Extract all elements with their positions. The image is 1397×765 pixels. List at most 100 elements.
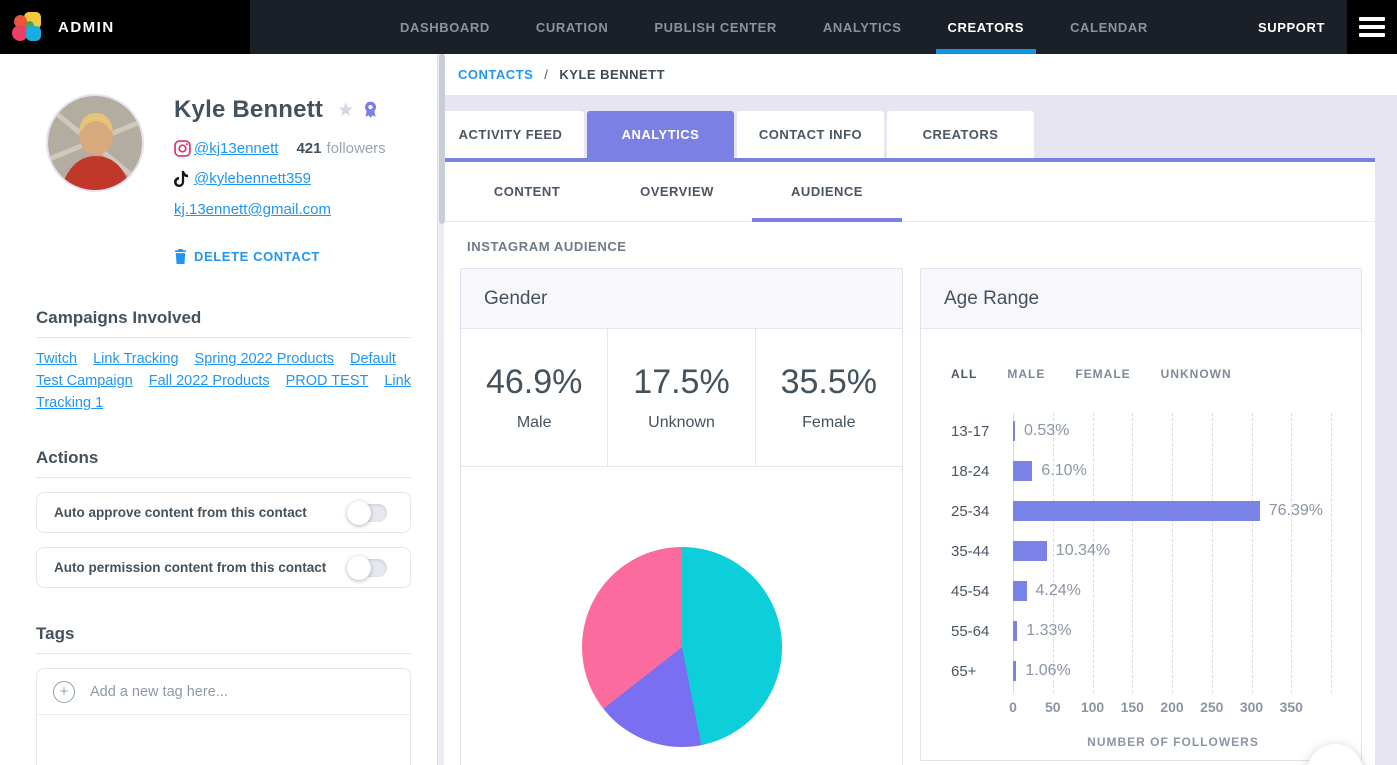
age-category-label: 18-24 xyxy=(951,462,990,480)
gridline-350 xyxy=(1291,413,1293,693)
toggle-switch-1[interactable] xyxy=(347,500,387,525)
instagram-handle-link[interactable]: @kj13ennett xyxy=(194,140,279,157)
nav-item-support[interactable]: SUPPORT xyxy=(1257,19,1325,35)
bar-value-label: 10.34% xyxy=(1055,542,1111,559)
delete-contact-button[interactable]: DELETE CONTACT xyxy=(174,249,386,264)
age-rows: 13-17 0.53% 18-24 6.10% 25-34 76.39% 35-44 10.3… xyxy=(951,411,1333,691)
age-row-35-44: 35-44 10.34% xyxy=(951,531,1333,571)
subtab-audience[interactable]: AUDIENCE xyxy=(752,162,902,222)
bar-value-label: 76.39% xyxy=(1268,502,1323,519)
age-row-25-34: 25-34 76.39% xyxy=(951,491,1333,531)
bar-35-44[interactable] xyxy=(1013,541,1047,561)
contact-name: Kyle Bennett xyxy=(174,96,324,123)
age-row-18-24: 18-24 6.10% xyxy=(951,451,1333,491)
bar-25-34[interactable] xyxy=(1013,501,1260,521)
brand-logo-block[interactable]: ADMIN xyxy=(0,0,250,54)
add-tag-input[interactable]: + Add a new tag here... xyxy=(37,669,410,715)
breadcrumb-contacts-link[interactable]: CONTACTS xyxy=(458,67,534,82)
nav-item-curation[interactable]: CURATION xyxy=(535,19,609,35)
hamburger-menu-icon[interactable] xyxy=(1347,0,1397,54)
gender-stat-value: 35.5% xyxy=(780,363,878,401)
toggle-switch-2[interactable] xyxy=(347,555,387,580)
contact-sidebar: Kyle Bennett ★ @kj13ennett 421 followers… xyxy=(0,54,437,765)
toggle-card-auto-permission-content-from-this-contact: Auto permission content from this contac… xyxy=(36,547,411,588)
x-axis-ticks: 0 50 100 150 200 250 300 350 xyxy=(1009,699,1331,721)
breadcrumb: CONTACTS / KYLE BENNETT xyxy=(437,54,1397,95)
age-row-13-17: 13-17 0.53% xyxy=(951,411,1333,451)
age-filter-all[interactable]: ALL xyxy=(951,367,978,381)
x-tick-0: 0 xyxy=(1009,699,1017,715)
brand-name: ADMIN xyxy=(58,18,115,36)
tab-analytics[interactable]: ANALYTICS xyxy=(587,111,734,158)
bar-value-label: 6.10% xyxy=(1041,462,1087,479)
bar-value-label: 1.06% xyxy=(1025,662,1071,679)
tab-creators[interactable]: CREATORS xyxy=(887,111,1034,158)
campaign-links: Twitch Link Tracking Spring 2022 Products D… xyxy=(36,348,411,414)
gender-card: Gender 46.9% Male 17.5% Unknown 35.5% Female xyxy=(460,268,903,765)
nav-items: DASHBOARD CURATION PUBLISH CENTER ANALYTICS… xyxy=(388,0,1182,54)
gridline-200 xyxy=(1172,413,1173,693)
badge-medal-icon xyxy=(362,101,379,119)
tags-empty-area xyxy=(37,715,410,765)
campaign-link-twitch[interactable]: Twitch xyxy=(36,351,78,367)
campaigns-section: Campaigns Involved Twitch Link Tracking Sp… xyxy=(36,308,411,414)
tab-contact-info[interactable]: CONTACT INFO xyxy=(737,111,884,158)
analytics-subtabs: CONTENT OVERVIEW AUDIENCE xyxy=(437,162,1375,222)
action-toggles: Auto approve content from this contact Au… xyxy=(36,492,411,588)
campaign-link-fall-2022-products[interactable]: Fall 2022 Products xyxy=(148,373,270,389)
bar-18-24[interactable] xyxy=(1013,461,1033,481)
campaign-link-default-test-campaign[interactable]: Default Test Campaign xyxy=(36,351,396,389)
sidebar-scrollbar[interactable] xyxy=(437,54,445,765)
chat-launcher-button[interactable] xyxy=(1307,744,1363,765)
x-tick-300: 300 xyxy=(1239,699,1264,715)
nav-item-creators[interactable]: CREATORS xyxy=(935,0,1037,54)
nav-item-dashboard[interactable]: DASHBOARD xyxy=(400,19,490,35)
age-row-55-64: 55-64 1.33% xyxy=(951,611,1333,651)
nav-item-analytics[interactable]: ANALYTICS xyxy=(822,19,902,35)
add-tag-plus-icon[interactable]: + xyxy=(53,680,75,703)
x-tick-150: 150 xyxy=(1120,699,1144,715)
x-tick-50: 50 xyxy=(1044,699,1061,715)
campaign-link-spring-2022-products[interactable]: Spring 2022 Products xyxy=(194,351,334,367)
tiktok-handle-link[interactable]: @kylebennett359 xyxy=(194,170,311,187)
x-tick-100: 100 xyxy=(1080,699,1105,715)
tab-activity-feed[interactable]: ACTIVITY FEED xyxy=(437,111,584,158)
age-category-label: 25-34 xyxy=(951,502,990,520)
toggle-label: Auto permission content from this contac… xyxy=(54,560,327,575)
bar-track: 76.39% xyxy=(1013,501,1333,521)
tiktok-icon xyxy=(174,170,194,187)
bar-track: 1.33% xyxy=(1013,621,1333,641)
gender-stat-unknown: 17.5% Unknown xyxy=(607,329,754,466)
age-filter-female[interactable]: FEMALE xyxy=(1075,367,1131,381)
bar-45-54[interactable] xyxy=(1013,581,1027,601)
bar-55-64[interactable] xyxy=(1013,621,1018,641)
followers-label: followers xyxy=(326,140,386,157)
tags-title: Tags xyxy=(36,624,411,654)
nav-item-calendar[interactable]: CALENDAR xyxy=(1070,19,1148,35)
subtab-overview[interactable]: OVERVIEW xyxy=(640,184,714,199)
bar-13-17[interactable] xyxy=(1013,421,1015,441)
analytics-panel: CONTENT OVERVIEW AUDIENCE INSTAGRAM AUDIEN… xyxy=(437,162,1375,765)
nav-item-publish-center[interactable]: PUBLISH CENTER xyxy=(654,19,777,35)
campaign-link-prod-test[interactable]: PROD TEST xyxy=(285,373,369,389)
tags-card: + Add a new tag here... MANAGE TAGS xyxy=(36,668,411,765)
favorite-star-icon[interactable]: ★ xyxy=(337,99,355,121)
instagram-row: @kj13ennett 421 followers xyxy=(174,140,386,157)
bar-value-label: 0.53% xyxy=(1024,422,1070,439)
age-filter-unknown[interactable]: UNKNOWN xyxy=(1160,367,1232,381)
age-filter-male[interactable]: MALE xyxy=(1007,367,1046,381)
gender-stat-label: Female xyxy=(802,414,856,431)
gender-pie-wrap xyxy=(461,467,902,765)
campaign-link-link-tracking-1[interactable]: Link Tracking 1 xyxy=(36,373,411,411)
subtab-content[interactable]: CONTENT xyxy=(493,184,561,199)
age-row-65: 65+ 1.06% xyxy=(951,651,1333,691)
x-tick-250: 250 xyxy=(1200,699,1224,715)
instagram-icon xyxy=(174,140,194,157)
age-range-card-title: Age Range xyxy=(921,269,1361,329)
bar-track: 1.06% xyxy=(1013,661,1333,681)
campaign-link-link-tracking[interactable]: Link Tracking xyxy=(93,351,179,367)
age-range-card: Age Range ALL MALE FEMALE UNKNOWN 13-17 0.53… xyxy=(920,268,1362,761)
email-link[interactable]: kj.13ennett@gmail.com xyxy=(174,201,331,218)
gender-stats: 46.9% Male 17.5% Unknown 35.5% Female xyxy=(461,329,902,467)
bar-65[interactable] xyxy=(1013,661,1017,681)
